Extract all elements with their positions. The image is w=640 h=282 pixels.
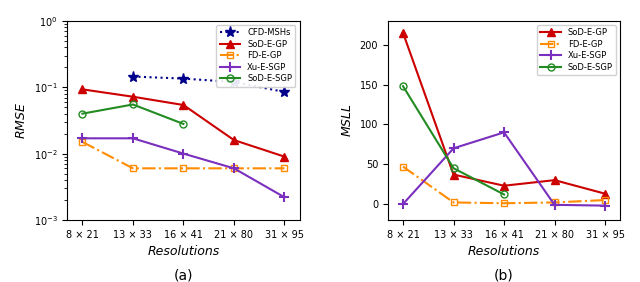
CFD-MSHs <box>280 90 288 94</box>
CFD-MSHs <box>180 77 188 80</box>
Line: FD-E-GP: FD-E-GP <box>79 138 288 172</box>
CFD-MSHs <box>129 75 137 78</box>
Text: (a): (a) <box>173 269 193 282</box>
CFD-MSHs <box>230 80 238 84</box>
X-axis label: Resolutions: Resolutions <box>147 245 220 258</box>
FD-E-GP <box>399 165 407 168</box>
Xu-E-SGP <box>500 131 508 134</box>
Xu-E-SGP <box>180 152 188 155</box>
SoD-E-SGP <box>500 193 508 196</box>
SoD-E-SGP <box>180 122 188 125</box>
Line: CFD-MSHs: CFD-MSHs <box>127 71 290 98</box>
SoD-E-GP <box>230 138 238 142</box>
SoD-E-GP <box>280 155 288 158</box>
Line: Xu-E-SGP: Xu-E-SGP <box>77 133 289 202</box>
FD-E-GP <box>550 201 558 204</box>
FD-E-GP <box>230 167 238 170</box>
SoD-E-SGP <box>79 112 86 115</box>
FD-E-GP <box>129 167 137 170</box>
SoD-E-GP <box>500 184 508 188</box>
Text: (b): (b) <box>494 269 514 282</box>
Legend: SoD-E-GP, FD-E-GP, Xu-E-SGP, SoD-E-SGP: SoD-E-GP, FD-E-GP, Xu-E-SGP, SoD-E-SGP <box>537 25 616 75</box>
FD-E-GP <box>450 201 458 204</box>
Xu-E-SGP <box>129 136 137 140</box>
Y-axis label: $MSLL$: $MSLL$ <box>341 103 354 137</box>
Line: Xu-E-SGP: Xu-E-SGP <box>398 127 610 210</box>
FD-E-GP <box>79 140 86 144</box>
Line: SoD-E-GP: SoD-E-GP <box>78 85 289 161</box>
SoD-E-GP <box>550 179 558 182</box>
SoD-E-SGP <box>450 166 458 170</box>
SoD-E-GP <box>129 95 137 98</box>
SoD-E-GP <box>399 31 407 34</box>
SoD-E-GP <box>79 88 86 91</box>
SoD-E-GP <box>450 173 458 176</box>
FD-E-GP <box>280 167 288 170</box>
Y-axis label: $RMSE$: $RMSE$ <box>15 102 28 139</box>
X-axis label: Resolutions: Resolutions <box>468 245 540 258</box>
Line: SoD-E-SGP: SoD-E-SGP <box>399 83 508 198</box>
FD-E-GP <box>601 198 609 202</box>
SoD-E-GP <box>601 192 609 195</box>
FD-E-GP <box>500 202 508 205</box>
Xu-E-SGP <box>230 167 238 170</box>
SoD-E-SGP <box>129 103 137 106</box>
SoD-E-SGP <box>399 85 407 88</box>
Xu-E-SGP <box>280 195 288 199</box>
Line: FD-E-GP: FD-E-GP <box>399 163 609 207</box>
Xu-E-SGP <box>601 204 609 207</box>
Xu-E-SGP <box>450 147 458 150</box>
Line: SoD-E-SGP: SoD-E-SGP <box>79 101 187 127</box>
Xu-E-SGP <box>79 136 86 140</box>
FD-E-GP <box>180 167 188 170</box>
Line: SoD-E-GP: SoD-E-GP <box>399 29 609 198</box>
SoD-E-GP <box>180 103 188 107</box>
Xu-E-SGP <box>550 203 558 206</box>
Legend: CFD-MSHs, SoD-E-GP, FD-E-GP, Xu-E-SGP, SoD-E-SGP: CFD-MSHs, SoD-E-GP, FD-E-GP, Xu-E-SGP, S… <box>216 25 296 87</box>
Xu-E-SGP <box>399 202 407 206</box>
